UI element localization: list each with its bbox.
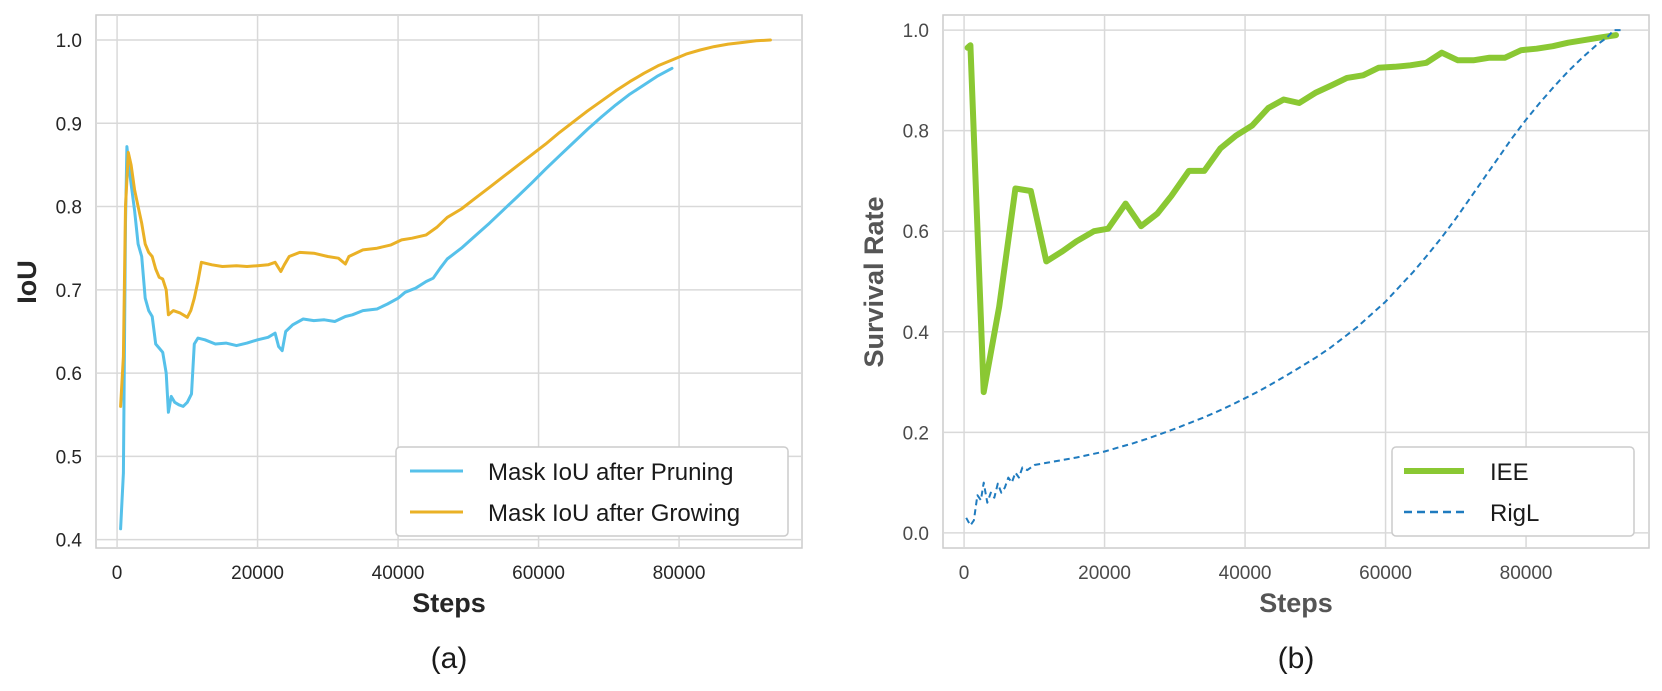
panel-b-series — [964, 29, 1621, 527]
panel-b-x-tick-label: 60000 — [1359, 563, 1412, 584]
panel-b-caption: (b) — [1278, 642, 1315, 675]
panel-a-y-tick-label: 0.7 — [56, 281, 82, 302]
panel-a-series-line-1 — [119, 38, 772, 408]
panel-a-series — [119, 38, 772, 531]
panel-a-x-tick-label: 20000 — [231, 563, 284, 584]
panel-b-x-axis-title: Steps — [1259, 588, 1333, 618]
panel-b-y-tick-label: 0.8 — [903, 122, 929, 143]
panel-b-x-ticks: 0 20000 40000 60000 80000 — [959, 563, 1553, 584]
panel-a-iou-chart: 0 20000 40000 60000 80000 0.4 0.5 0.6 0.7 0.8 0.9… — [12, 14, 803, 675]
panel-b-y-tick-label: 0.2 — [903, 423, 929, 444]
panel-b-x-tick-label: 40000 — [1219, 563, 1272, 584]
panel-a-y-axis-title: IoU — [12, 260, 42, 304]
panel-b-y-tick-label: 1.0 — [903, 21, 929, 42]
panel-a-y-tick-label: 0.6 — [56, 364, 82, 385]
panel-b-series-line-0 — [964, 32, 1619, 396]
panel-a-legend-label-pruning: Mask IoU after Pruning — [488, 459, 733, 486]
panel-a-x-tick-label: 60000 — [512, 563, 565, 584]
panel-a-x-tick-label: 0 — [112, 563, 123, 584]
panel-a-y-tick-label: 0.8 — [56, 198, 82, 219]
panel-b-series-line-1 — [965, 29, 1621, 527]
panel-b-y-tick-label: 0.4 — [903, 323, 930, 344]
panel-b-y-tick-label: 0.6 — [903, 222, 929, 243]
panel-a-x-tick-label: 80000 — [653, 563, 706, 584]
panel-a-y-tick-label: 1.0 — [56, 31, 82, 52]
panel-b-survival-chart: 0 20000 40000 60000 80000 0.0 0.2 0.4 0.6 0.8 1.0… — [859, 14, 1650, 675]
panel-b-x-tick-label: 80000 — [1500, 563, 1553, 584]
panel-a-x-axis-title: Steps — [412, 588, 486, 618]
panel-a-x-tick-label: 40000 — [372, 563, 425, 584]
panel-a-y-ticks: 0.4 0.5 0.6 0.7 0.8 0.9 1.0 — [56, 31, 83, 552]
panel-b-y-axis-title: Survival Rate — [859, 196, 889, 367]
panel-a-y-tick-label: 0.4 — [56, 531, 83, 552]
panel-a-series-line-0 — [119, 66, 674, 531]
panel-b-legend: IEE RigL — [1391, 446, 1635, 537]
panel-a-legend-box — [395, 446, 789, 537]
panel-a-y-tick-label: 0.5 — [56, 447, 82, 468]
panel-b-legend-label-iee: IEE — [1490, 459, 1529, 486]
panel-a-legend-label-growing: Mask IoU after Growing — [488, 500, 740, 527]
panel-a-legend: Mask IoU after Pruning Mask IoU after Gr… — [395, 446, 789, 537]
panel-b-legend-label-rigl: RigL — [1490, 500, 1539, 527]
panel-a-y-tick-label: 0.9 — [56, 114, 82, 135]
panel-b-y-ticks: 0.0 0.2 0.4 0.6 0.8 1.0 — [903, 21, 930, 545]
panel-a-caption: (a) — [431, 642, 468, 675]
panel-a-x-ticks: 0 20000 40000 60000 80000 — [112, 563, 706, 584]
panel-b-x-tick-label: 0 — [959, 563, 970, 584]
panel-b-x-tick-label: 20000 — [1078, 563, 1131, 584]
panel-b-y-tick-label: 0.0 — [903, 524, 929, 545]
